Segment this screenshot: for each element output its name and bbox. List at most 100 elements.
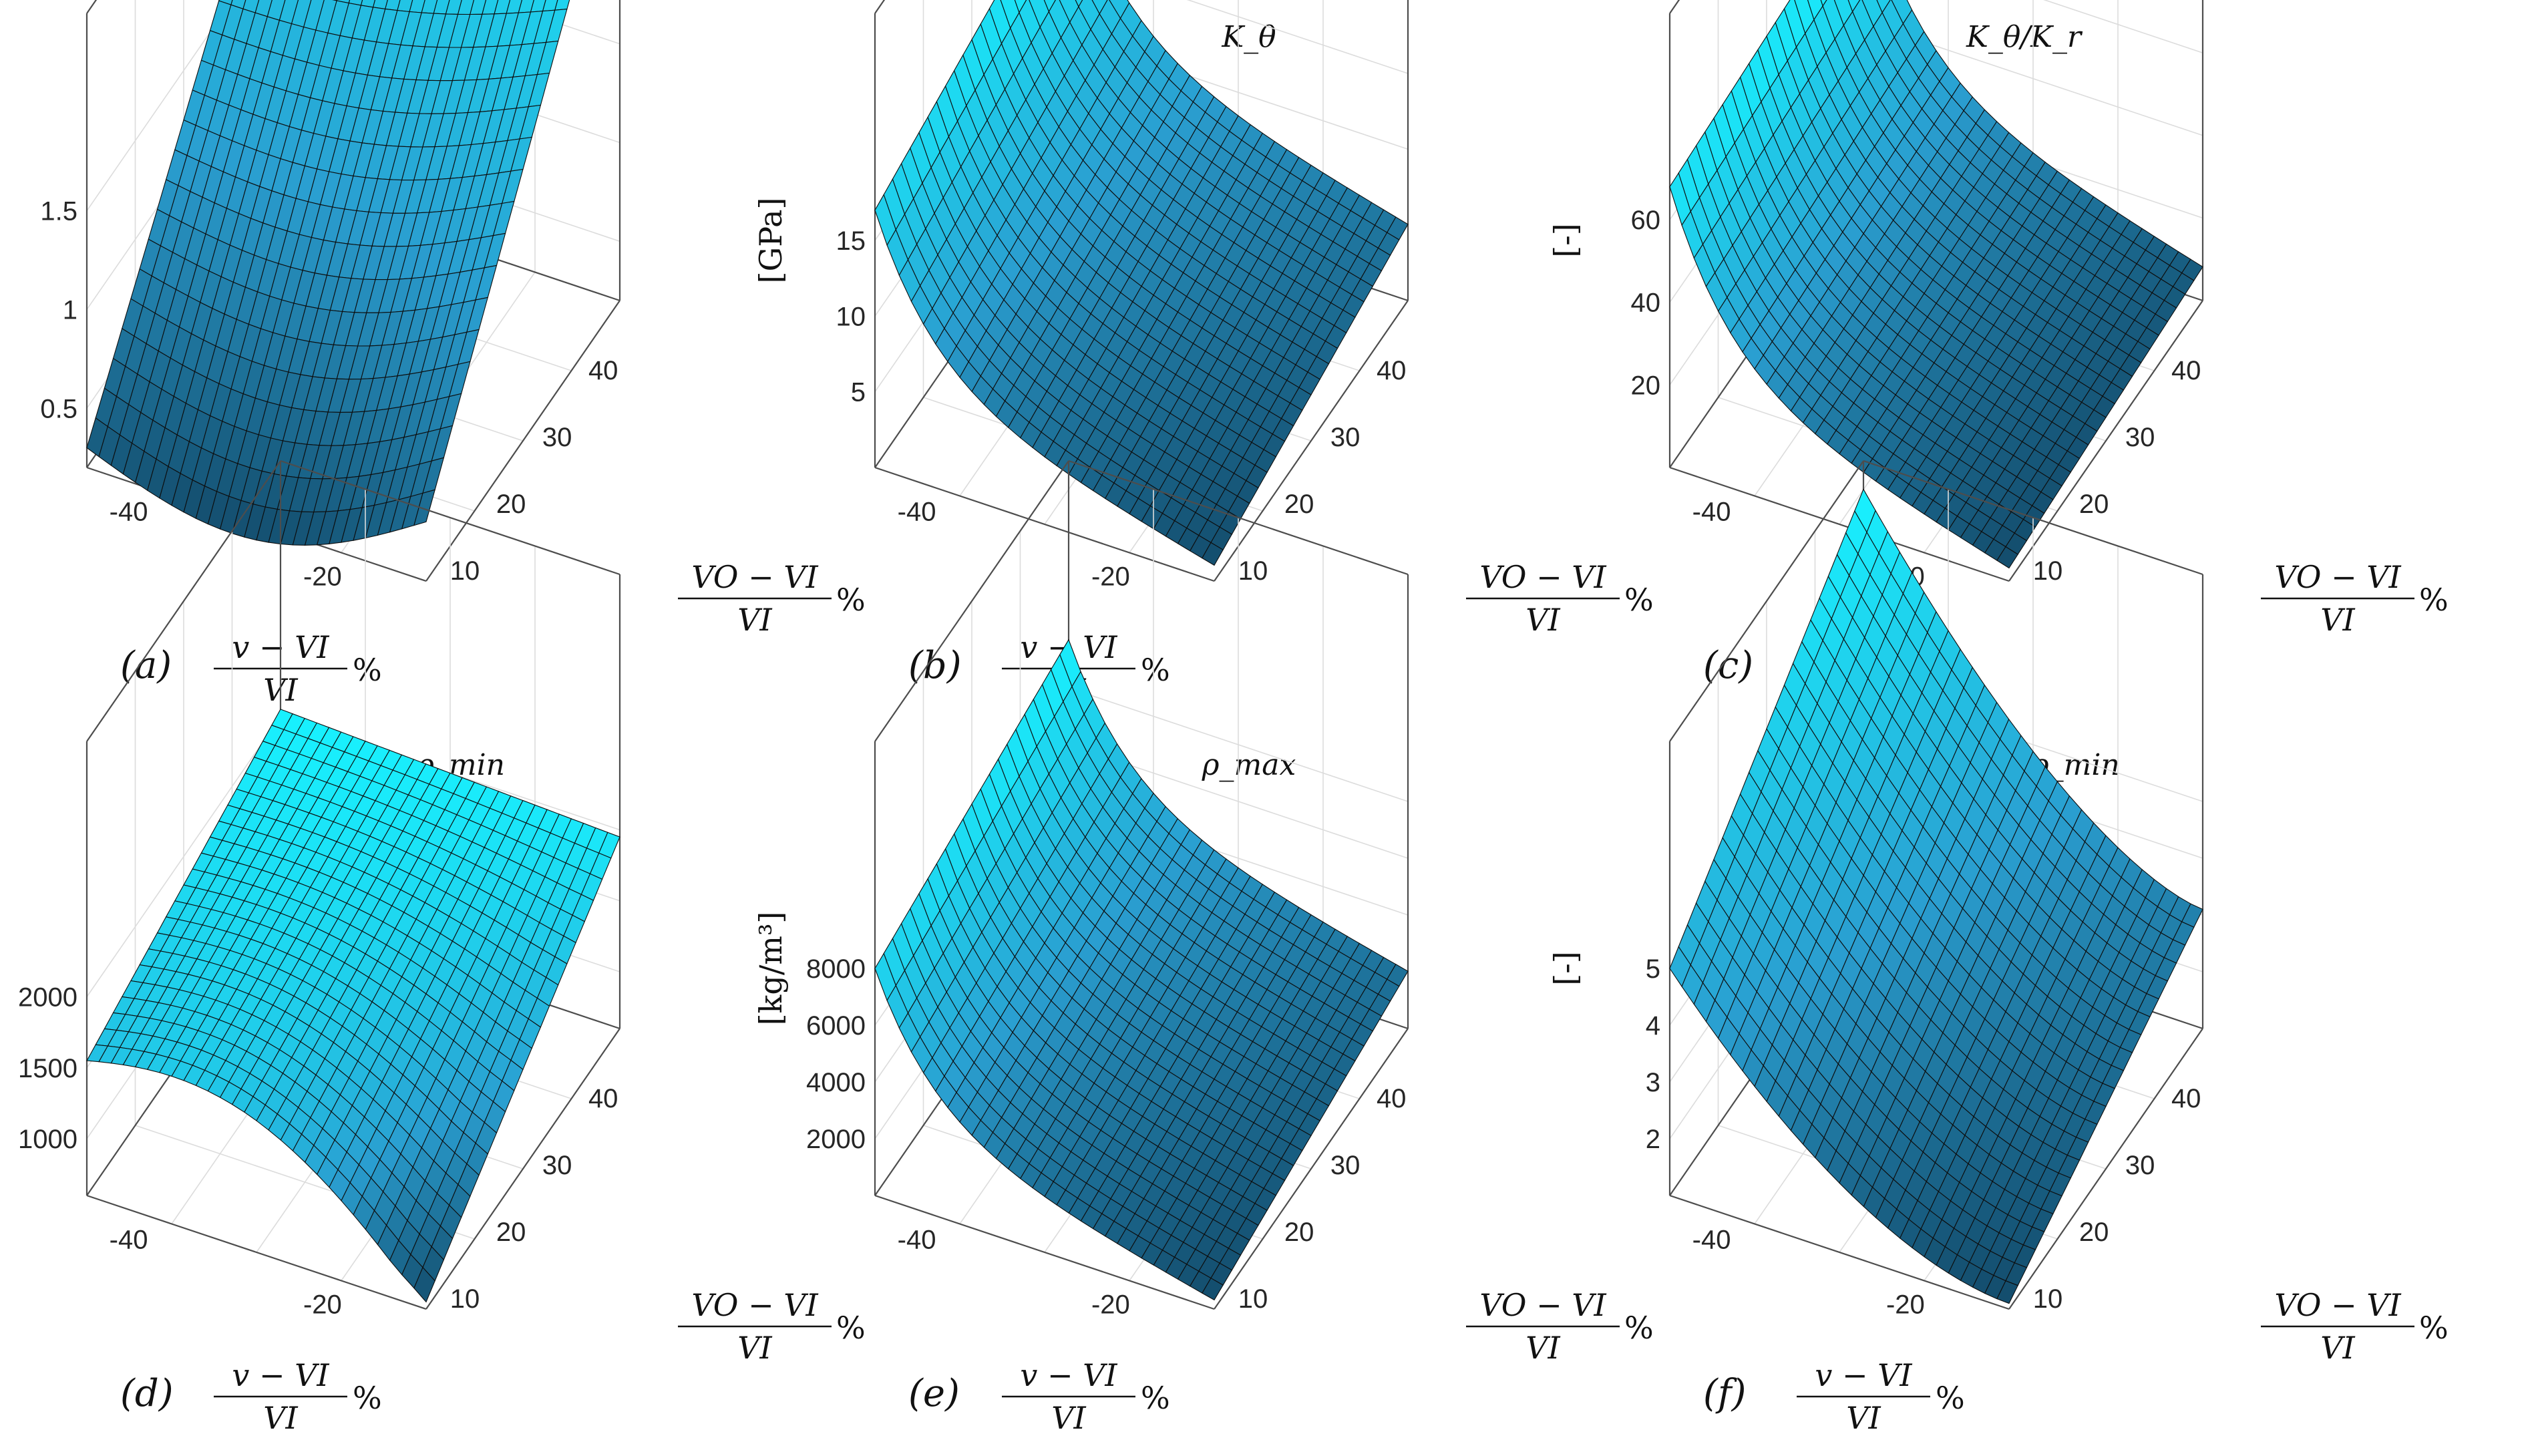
panel-d: ρ_min100015002000-40-2010203040[kg/m³]v … bbox=[0, 460, 866, 1436]
grid-line bbox=[86, 716, 281, 997]
x-axis-label-suffix: % bbox=[1141, 1380, 1170, 1416]
axis-box-edge bbox=[1863, 460, 2203, 576]
y-axis-label-numerator: VO − VI bbox=[691, 1287, 818, 1323]
y-tick-label: 20 bbox=[2079, 490, 2109, 519]
y-tick-label: 40 bbox=[1377, 1084, 1407, 1113]
y-tick-label: 10 bbox=[450, 1284, 480, 1314]
z-tick-label: 0.5 bbox=[40, 394, 77, 423]
axis-box-edge bbox=[280, 460, 620, 576]
x-tick-label: -40 bbox=[110, 1225, 148, 1254]
surface-patch bbox=[1202, 1277, 1224, 1301]
surface-mesh bbox=[86, 709, 620, 1303]
x-tick-label: -20 bbox=[303, 562, 342, 591]
surface-mesh bbox=[86, 0, 570, 546]
z-axis-label: [GPa] bbox=[0, 198, 1, 284]
axis-box-edge bbox=[874, 1194, 1215, 1310]
y-tick-label: 10 bbox=[1238, 1284, 1268, 1314]
axis-box-edge bbox=[1068, 460, 1409, 576]
x-axis-label-numerator: v − VI bbox=[1815, 1357, 1912, 1393]
y-axis-label-denominator: VI bbox=[737, 602, 772, 638]
axis-box-edge bbox=[1669, 460, 1864, 742]
panel-title: K_θ/K_r bbox=[1966, 20, 2083, 54]
panel-title: ρ_max bbox=[1202, 748, 1296, 782]
axis-box-edge bbox=[874, 466, 1215, 582]
grid-line bbox=[487, 0, 620, 45]
x-tick-label: -40 bbox=[1692, 497, 1731, 526]
x-axis-label-suffix: % bbox=[1936, 1380, 1965, 1416]
y-tick-label: 40 bbox=[1377, 356, 1407, 385]
x-axis-label-suffix: % bbox=[353, 1380, 382, 1416]
y-tick-label: 10 bbox=[2033, 1284, 2063, 1314]
z-tick-label: 20 bbox=[1631, 371, 1661, 400]
z-tick-label: 10 bbox=[836, 302, 866, 331]
z-axis-label: [-] bbox=[1548, 951, 1584, 985]
grid-line bbox=[86, 0, 233, 212]
y-axis-label-suffix: % bbox=[2419, 582, 2449, 618]
surface-patch bbox=[413, 489, 435, 526]
y-tick-label: 30 bbox=[542, 423, 572, 452]
z-tick-label: 8000 bbox=[806, 954, 866, 984]
axis-box-edge bbox=[1214, 300, 1409, 582]
y-tick-label: 40 bbox=[2171, 1084, 2201, 1113]
z-tick-label: 40 bbox=[1631, 289, 1661, 318]
panel-title: K_θ bbox=[1221, 20, 1276, 54]
y-axis-label-denominator: VI bbox=[737, 1330, 772, 1366]
y-tick-label: 10 bbox=[450, 556, 480, 586]
panel-letter-label: (d) bbox=[120, 1372, 174, 1415]
x-tick-label: -20 bbox=[303, 1290, 342, 1319]
y-axis-label-suffix: % bbox=[836, 1310, 866, 1346]
y-axis-label-numerator: VO − VI bbox=[2274, 559, 2401, 595]
x-tick-label: -20 bbox=[1886, 1290, 1925, 1319]
grid-line bbox=[2043, 0, 2203, 53]
y-tick-label: 20 bbox=[2079, 1218, 2109, 1247]
z-tick-label: 15 bbox=[836, 226, 866, 256]
x-axis-label-denominator: VI bbox=[263, 1400, 298, 1436]
axis-box-edge bbox=[425, 1028, 620, 1310]
axis-box-edge bbox=[1669, 1194, 2010, 1310]
y-axis-label-suffix: % bbox=[1624, 1310, 1654, 1346]
z-tick-label: 2 bbox=[1646, 1125, 1660, 1154]
surface-patch bbox=[413, 1266, 435, 1303]
panel-letter-label: (f) bbox=[1703, 1372, 1746, 1415]
x-tick-label: -20 bbox=[1091, 1290, 1130, 1319]
surface-patch bbox=[1996, 1280, 2018, 1304]
y-tick-label: 20 bbox=[496, 490, 526, 519]
y-tick-label: 40 bbox=[588, 356, 618, 385]
y-axis-label-numerator: VO − VI bbox=[1479, 1287, 1606, 1323]
y-tick-label: 30 bbox=[1330, 1151, 1361, 1180]
z-tick-label: 1500 bbox=[18, 1054, 77, 1083]
z-axis-label: [-] bbox=[1548, 223, 1584, 257]
z-axis-label: [GPa] bbox=[753, 198, 789, 284]
x-axis-label-numerator: v − VI bbox=[1020, 1357, 1117, 1393]
grid-line bbox=[1186, 0, 1409, 74]
y-axis-label-suffix: % bbox=[1624, 582, 1654, 618]
y-axis-label-denominator: VI bbox=[2320, 1330, 2355, 1366]
x-axis-label-suffix: % bbox=[353, 652, 382, 688]
y-tick-label: 20 bbox=[1284, 490, 1314, 519]
y-axis-label-numerator: VO − VI bbox=[691, 559, 818, 595]
y-tick-label: 10 bbox=[1238, 556, 1268, 586]
y-axis-label-numerator: VO − VI bbox=[2274, 1287, 2401, 1323]
axis-box-edge bbox=[1669, 466, 2010, 582]
y-axis-label-denominator: VI bbox=[1525, 602, 1560, 638]
x-tick-label: -40 bbox=[1692, 1225, 1731, 1254]
surface-mesh bbox=[874, 639, 1409, 1301]
panel-e: ρ_max 2000 4000 6000 8000 -40 -20 10 20 30 40 [kg/m… bbox=[753, 460, 1654, 1436]
z-tick-label: 6000 bbox=[806, 1011, 866, 1041]
z-tick-label: 5 bbox=[1646, 954, 1660, 984]
surface-mesh bbox=[1669, 0, 2203, 569]
surface-patch bbox=[1075, 0, 1083, 8]
z-tick-label: 1.5 bbox=[40, 197, 77, 226]
z-tick-label: 1000 bbox=[18, 1125, 77, 1154]
axis-box-edge bbox=[2008, 1028, 2203, 1310]
y-tick-label: 30 bbox=[2125, 423, 2155, 452]
y-tick-label: 30 bbox=[1330, 423, 1361, 452]
y-tick-label: 40 bbox=[588, 1084, 618, 1113]
axis-box-edge bbox=[425, 300, 620, 582]
x-axis-label-denominator: VI bbox=[1051, 1400, 1086, 1436]
x-tick-label: -40 bbox=[898, 497, 936, 526]
surface-mesh bbox=[1669, 488, 2203, 1304]
